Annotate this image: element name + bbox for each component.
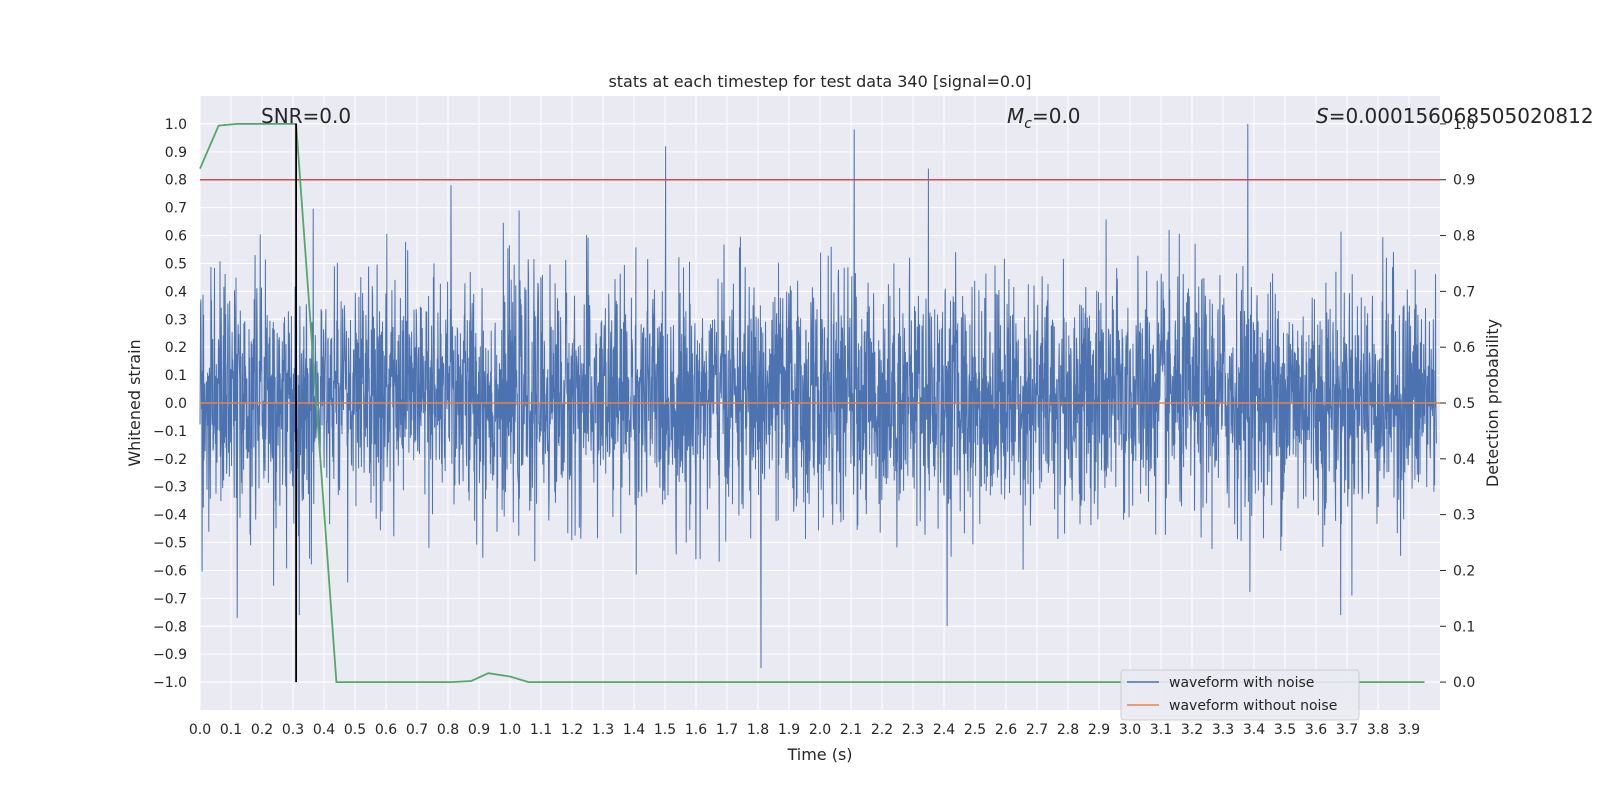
legend: waveform with noise waveform without noi… [1120, 669, 1360, 721]
y2-tick-label: 0.6 [1453, 340, 1475, 356]
y-tick-label: 0.6 [165, 229, 187, 245]
x-tick-label: 3.7 [1336, 722, 1358, 738]
y-tick-label: −0.7 [153, 591, 187, 607]
chart-title: stats at each timestep for test data 340… [608, 72, 1031, 91]
x-tick-label: 2.2 [871, 722, 893, 738]
tick-labels: 0.0 0.1 0.2 0.3 0.4 0.5 0.6 0.7 0.8 0.9 1.0 1.1 1.2 1… [153, 117, 1475, 738]
legend-entry-clean: waveform without noise [1169, 698, 1337, 714]
y2-tick-label: 0.0 [1453, 675, 1475, 691]
x-tick-label: 1.3 [592, 722, 614, 738]
s-symbol: S [1316, 104, 1329, 128]
x-tick-label: 1.0 [499, 722, 521, 738]
x-tick-label: 3.0 [1119, 722, 1141, 738]
y-tick-label: 0.2 [165, 340, 187, 356]
y-tick-label: −0.9 [153, 647, 187, 663]
x-tick-label: 0.7 [406, 722, 428, 738]
x-tick-label: 3.8 [1367, 722, 1389, 738]
y-tick-label: 0.0 [165, 396, 187, 412]
x-tick-label: 3.2 [1181, 722, 1203, 738]
waveform-with-noise-series [199, 123, 1438, 669]
y-tick-label: 0.8 [165, 173, 187, 189]
y-tick-label: 0.1 [165, 368, 187, 384]
overlay-lines [199, 123, 1440, 683]
x-tick-label: 1.1 [530, 722, 552, 738]
x-tick-label: 0.0 [189, 722, 211, 738]
mc-symbol: M [1007, 104, 1024, 128]
y2-tick-label: 0.9 [1453, 173, 1475, 189]
mc-annotation: Mc=0.0 [1007, 104, 1081, 132]
y-tick-label: −0.8 [153, 619, 187, 635]
y2-tick-label: 0.7 [1453, 284, 1475, 300]
x-tick-label: 1.5 [654, 722, 676, 738]
y-tick-label: 1.0 [165, 117, 187, 133]
x-tick-label: 1.2 [561, 722, 583, 738]
x-tick-label: 2.7 [1026, 722, 1048, 738]
x-tick-label: 3.9 [1398, 722, 1420, 738]
y2-axis-label: Detection probability [1483, 319, 1502, 487]
x-tick-label: 1.7 [716, 722, 738, 738]
x-tick-label: 1.9 [778, 722, 800, 738]
y2-tick-label: 0.8 [1453, 229, 1475, 245]
x-tick-label: 1.4 [623, 722, 645, 738]
y-tick-label: 0.9 [165, 145, 187, 161]
y2-tick-label: 0.5 [1453, 396, 1475, 412]
y2-tick-label: 0.2 [1453, 563, 1475, 579]
x-axis-label: Time (s) [786, 745, 852, 764]
x-tick-label: 2.4 [933, 722, 955, 738]
s-annotation: S=0.000156068505020812 [1316, 104, 1594, 128]
x-tick-label: 0.2 [251, 722, 273, 738]
waveform-with-noise-line [199, 123, 1438, 669]
x-tick-label: 0.8 [437, 722, 459, 738]
y-tick-label: −0.3 [153, 480, 187, 496]
y-tick-label: −0.4 [153, 508, 187, 524]
x-tick-label: 3.5 [1274, 722, 1296, 738]
snr-annotation: SNR=0.0 [261, 104, 351, 128]
s-value: =0.000156068505020812 [1329, 104, 1594, 128]
y-tick-label: −0.2 [153, 452, 187, 468]
x-tick-label: 3.1 [1150, 722, 1172, 738]
y2-tick-label: 0.4 [1453, 452, 1475, 468]
detection-probability-line [199, 123, 1425, 683]
y-tick-label: −0.6 [153, 563, 187, 579]
y-tick-label: −0.1 [153, 424, 187, 440]
mc-value: =0.0 [1032, 104, 1081, 128]
x-tick-label: 1.8 [747, 722, 769, 738]
y-tick-label: 0.7 [165, 201, 187, 217]
y-axis-label: Whitened strain [125, 339, 144, 466]
x-tick-label: 2.5 [964, 722, 986, 738]
x-tick-label: 0.6 [375, 722, 397, 738]
y2-tick-label: 0.1 [1453, 619, 1475, 635]
y2-tick-label: 0.3 [1453, 508, 1475, 524]
x-tick-label: 0.1 [220, 722, 242, 738]
x-tick-label: 0.3 [282, 722, 304, 738]
x-tick-label: 3.6 [1305, 722, 1327, 738]
legend-entry-noise: waveform with noise [1169, 675, 1314, 691]
x-tick-label: 2.0 [809, 722, 831, 738]
x-tick-label: 0.5 [344, 722, 366, 738]
mc-subscript: c [1024, 116, 1032, 132]
x-tick-label: 2.3 [902, 722, 924, 738]
x-tick-label: 0.9 [468, 722, 490, 738]
x-tick-label: 3.4 [1243, 722, 1265, 738]
y-tick-label: −1.0 [153, 675, 187, 691]
x-tick-label: 3.3 [1212, 722, 1234, 738]
x-tick-label: 2.1 [840, 722, 862, 738]
y-tick-label: 0.4 [165, 284, 187, 300]
y-tick-label: 0.3 [165, 312, 187, 328]
legend-box [1120, 669, 1360, 721]
x-tick-label: 2.6 [995, 722, 1017, 738]
y-tick-label: 0.5 [165, 256, 187, 272]
x-tick-label: 2.9 [1088, 722, 1110, 738]
y-tick-label: −0.5 [153, 536, 187, 552]
x-tick-label: 1.6 [685, 722, 707, 738]
x-tick-label: 2.8 [1057, 722, 1079, 738]
x-tick-label: 0.4 [313, 722, 335, 738]
y2-tick-label: 1.0 [1453, 117, 1475, 133]
